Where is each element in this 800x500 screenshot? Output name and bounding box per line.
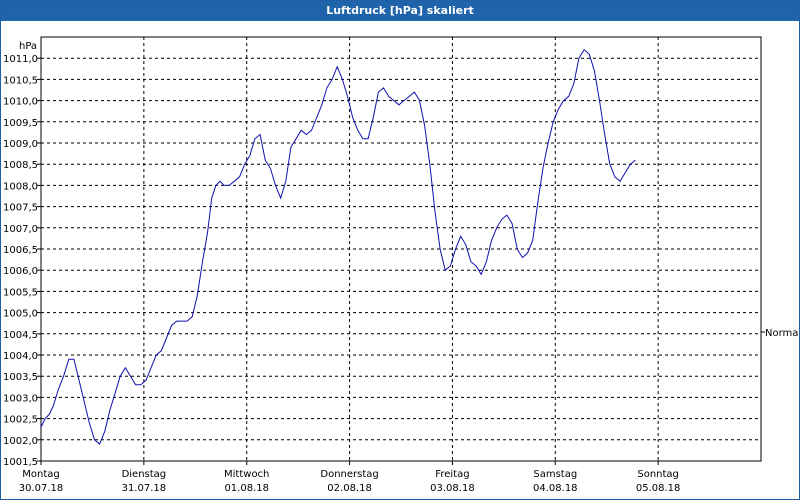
- y-tick-label: 1011,0: [3, 54, 38, 65]
- y-tick-label: 1008,0: [3, 181, 38, 192]
- y-tick-label: 1002,5: [3, 415, 38, 426]
- y-tick-label: 1007,0: [3, 224, 38, 235]
- x-tick-day: Mittwoch: [224, 469, 269, 480]
- y-tick-label: 1006,5: [3, 245, 38, 256]
- y-tick-label: 1009,5: [3, 118, 38, 129]
- x-tick-day: Freitag: [435, 469, 469, 480]
- x-tick-date: 01.08.18: [224, 483, 269, 494]
- y-tick-label: 1001,5: [3, 457, 38, 468]
- pressure-line: [40, 48, 636, 445]
- y-tick-label: 1005,0: [3, 309, 38, 320]
- y-tick-label: 1004,5: [3, 330, 38, 341]
- y-tick-label: 1007,5: [3, 203, 38, 214]
- normal-reference-label: Normal: [765, 328, 799, 339]
- window-title: Luftdruck [hPa] skaliert: [1, 1, 799, 21]
- x-tick-date: 04.08.18: [533, 483, 578, 494]
- x-tick-day: Sonntag: [637, 469, 679, 480]
- y-tick-label: 1006,0: [3, 266, 38, 277]
- y-tick-label: 1003,5: [3, 372, 38, 383]
- x-tick-date: 31.07.18: [122, 483, 167, 494]
- y-axis-label: hPa: [19, 41, 37, 52]
- x-tick-date: 02.08.18: [327, 483, 372, 494]
- x-tick-day: Donnerstag: [320, 469, 378, 480]
- x-tick-date: 30.07.18: [19, 483, 64, 494]
- x-tick-date: 03.08.18: [430, 483, 475, 494]
- pressure-chart: 1011,0 1010,5 1010,0 1009,5 1009,0 1008,5 1008…: [3, 36, 799, 494]
- y-tick-label: 1002,0: [3, 436, 38, 447]
- x-tick-day: Montag: [22, 469, 59, 480]
- y-tick-label: 1010,5: [3, 75, 38, 86]
- y-tick-label: 1009,0: [3, 139, 38, 150]
- y-tick-label: 1008,5: [3, 160, 38, 171]
- plot-frame: [40, 36, 762, 462]
- x-tick-day: Dienstag: [122, 469, 167, 480]
- y-tick-label: 1004,0: [3, 351, 38, 362]
- x-tick-day: Samstag: [533, 469, 577, 480]
- y-tick-label: 1010,0: [3, 97, 38, 108]
- y-tick-label: 1005,5: [3, 287, 38, 298]
- y-tick-label: 1003,0: [3, 393, 38, 404]
- x-tick-date: 05.08.18: [636, 483, 681, 494]
